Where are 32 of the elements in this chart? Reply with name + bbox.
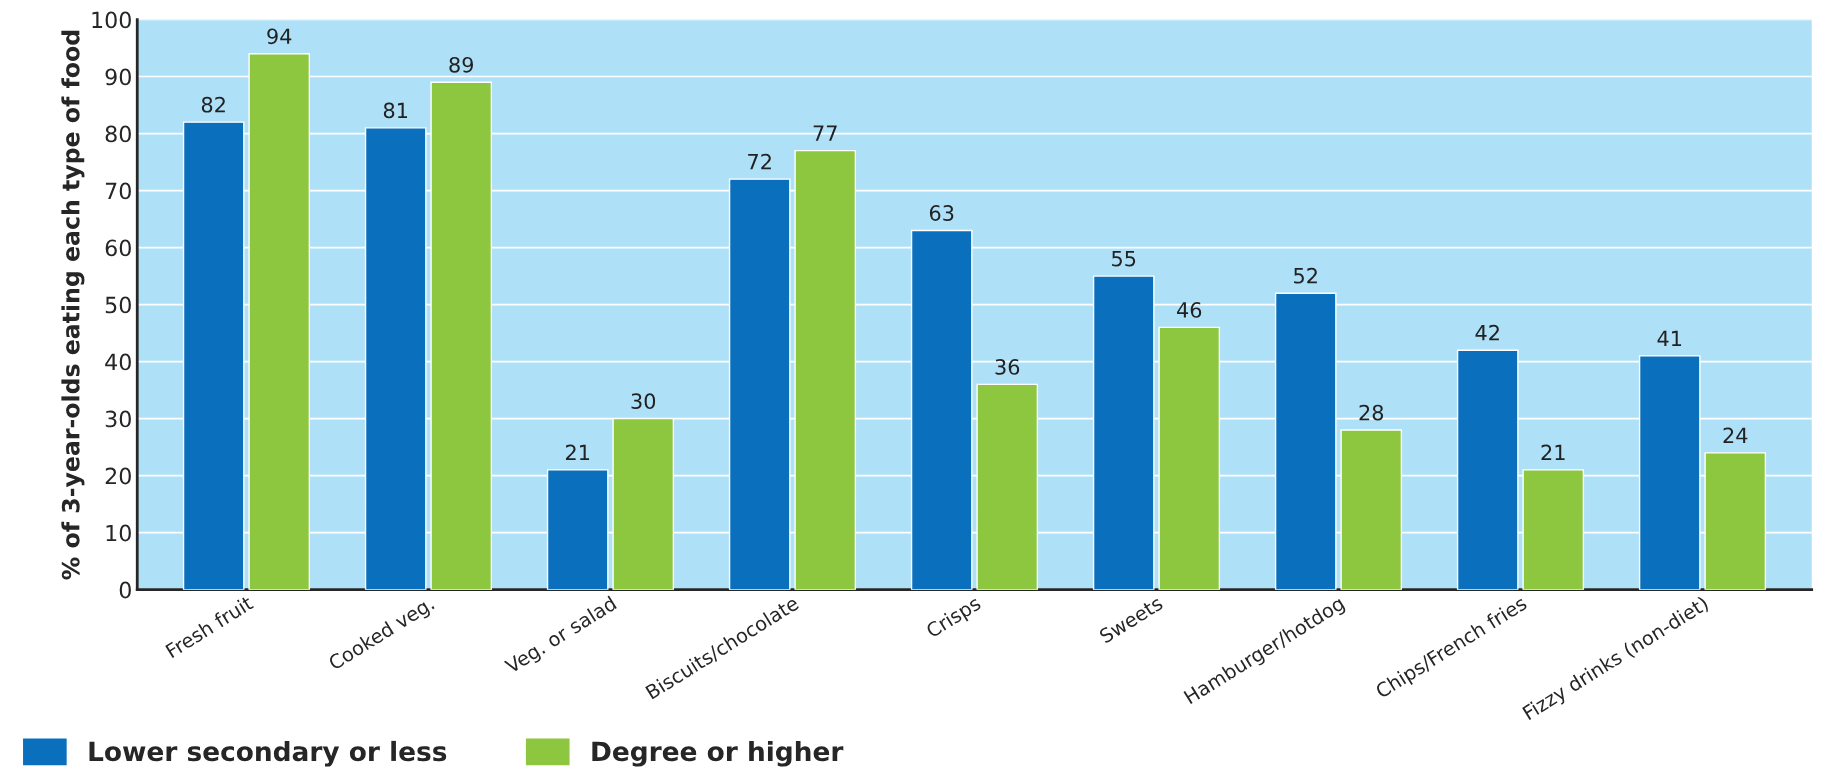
- y-tick-label: 0: [119, 581, 131, 599]
- data-label: 82: [201, 96, 225, 113]
- y-tick-label: 50: [105, 296, 131, 314]
- data-label: 41: [1657, 330, 1682, 347]
- data-label: 89: [449, 56, 474, 73]
- data-label: 21: [1541, 444, 1565, 461]
- y-tick-label: 90: [105, 68, 131, 86]
- legend-label: Lower secondary or less: [89, 740, 447, 767]
- y-tick-label: 30: [105, 410, 131, 428]
- data-label: 55: [1112, 251, 1136, 267]
- y-tick-label: 80: [105, 125, 131, 143]
- data-label: 24: [1723, 427, 1748, 443]
- data-label: 28: [1359, 404, 1384, 421]
- y-tick-label: 20: [105, 467, 131, 485]
- y-axis-title: % of 3-year-olds eating each type of food: [61, 30, 85, 580]
- data-label: 77: [813, 125, 837, 141]
- y-tick-label: 100: [92, 11, 131, 29]
- y-tick-label: 60: [105, 239, 131, 257]
- y-tick-label: 40: [105, 353, 131, 371]
- data-label: 63: [929, 205, 954, 221]
- data-label: 30: [631, 393, 656, 410]
- data-label: 52: [1294, 267, 1317, 284]
- data-label: 81: [383, 102, 408, 119]
- data-label: 21: [565, 444, 590, 461]
- data-label: 36: [995, 359, 1020, 375]
- y-tick-label: 10: [106, 524, 131, 542]
- legend-label: Degree or higher: [592, 740, 844, 767]
- data-label: 46: [1177, 302, 1202, 318]
- data-label: 94: [267, 28, 292, 45]
- data-label: 72: [748, 153, 771, 170]
- y-tick-label: 70: [105, 182, 131, 200]
- data-label: 42: [1475, 324, 1499, 341]
